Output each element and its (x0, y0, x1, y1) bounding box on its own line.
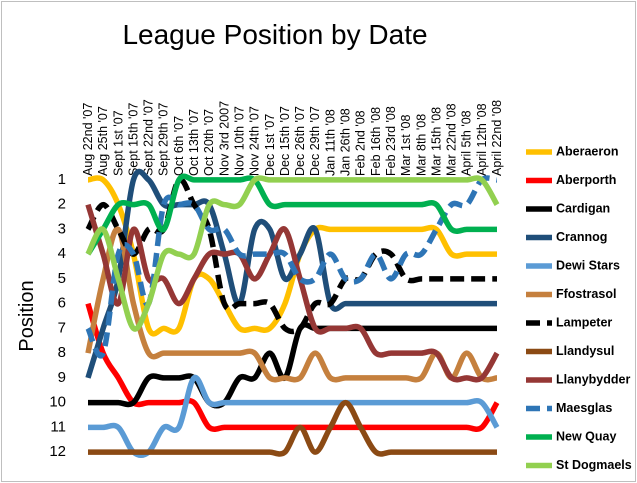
x-tick-label: Jan 26th '08 (339, 108, 353, 176)
x-tick-label: Aug 25th '07 (96, 106, 110, 176)
y-tick-label: 7 (58, 319, 66, 336)
legend-label: Ffostrasol (556, 287, 616, 301)
y-tick-label: 12 (49, 443, 66, 460)
x-tick-label: Sept 1st '07 (111, 110, 125, 176)
y-tick-label: 2 (58, 196, 66, 213)
series-line (85, 176, 497, 335)
x-tick-label: Mar 1st '08 (399, 115, 413, 176)
x-tick-label: April 5th '08 (460, 110, 474, 176)
legend-label: Maesglas (556, 401, 612, 415)
y-tick-label: 11 (50, 418, 66, 435)
x-tick-label: Dec 29th '07 (308, 106, 322, 176)
legend-label: Llanybydder (556, 372, 630, 386)
x-tick-label: Oct 13th '07 (187, 109, 201, 176)
x-tick-label: Mar 8th '08 (414, 114, 428, 176)
legend-label: Dewi Stars (556, 258, 620, 272)
series-line (87, 322, 497, 409)
x-tick-label: Nov 24th '07 (248, 106, 262, 176)
x-tick-label: Dec 26th '07 (293, 106, 307, 176)
x-tick-label: Mar 22nd '08 (445, 103, 459, 176)
x-tick-label: Mar 15th '08 (429, 107, 443, 176)
series-line (88, 399, 497, 457)
x-tick-label: Sept 29th '07 (157, 103, 171, 176)
y-tick-label: 5 (58, 270, 66, 287)
series-line (85, 302, 500, 432)
chart-title: League Position by Date (122, 19, 427, 50)
y-tick-label: 8 (58, 344, 66, 361)
legend-label: Aberaeron (556, 144, 619, 158)
y-tick-label: 1 (58, 171, 66, 188)
series-line (87, 175, 497, 337)
series-line (85, 175, 500, 332)
x-tick-label: Sept 22nd '07 (142, 99, 156, 176)
x-tick-label: April 12th '08 (475, 103, 489, 176)
x-tick-label: Dec 1st '07 (263, 114, 277, 176)
series-line (87, 374, 500, 458)
x-tick-label: Nov 3rd 2007 (217, 101, 231, 176)
y-tick-label: 6 (58, 295, 66, 312)
x-tick-label: Jan 11th '08 (323, 109, 337, 176)
series-line (85, 226, 498, 383)
x-tick-label: Feb 16th '08 (369, 107, 383, 176)
y-tick-label: 10 (49, 394, 66, 411)
y-tick-label: 9 (58, 369, 66, 386)
legend-label: Aberporth (556, 173, 616, 187)
series-line (85, 168, 497, 379)
legend-label: Cardigan (556, 201, 610, 215)
x-tick-label: Feb 23rd '08 (384, 106, 398, 176)
x-tick-label: Oct 20th '07 (202, 109, 216, 176)
legend-label: St Dogmaels (556, 458, 632, 472)
x-tick-label: Nov 10th '07 (232, 106, 246, 176)
y-tick-label: 4 (58, 245, 66, 262)
x-tick-label: Dec 15th '07 (278, 106, 292, 176)
x-tick-label: Oct 6th '07 (172, 116, 186, 176)
y-axis-label: Position (16, 280, 38, 351)
legend-label: Crannog (556, 230, 607, 244)
x-tick-label: Feb 2nd '08 (354, 110, 368, 176)
y-tick-label: 3 (58, 220, 66, 237)
x-tick-label: Sept 15th '07 (126, 103, 140, 176)
series-line (85, 173, 497, 256)
legend-label: New Quay (556, 429, 616, 443)
x-tick-label: Aug 22nd '07 (81, 103, 95, 176)
x-tick-label: April 22nd '08 (490, 100, 504, 176)
legend-label: Lampeter (556, 315, 612, 329)
legend-label: Llandysul (556, 344, 614, 358)
